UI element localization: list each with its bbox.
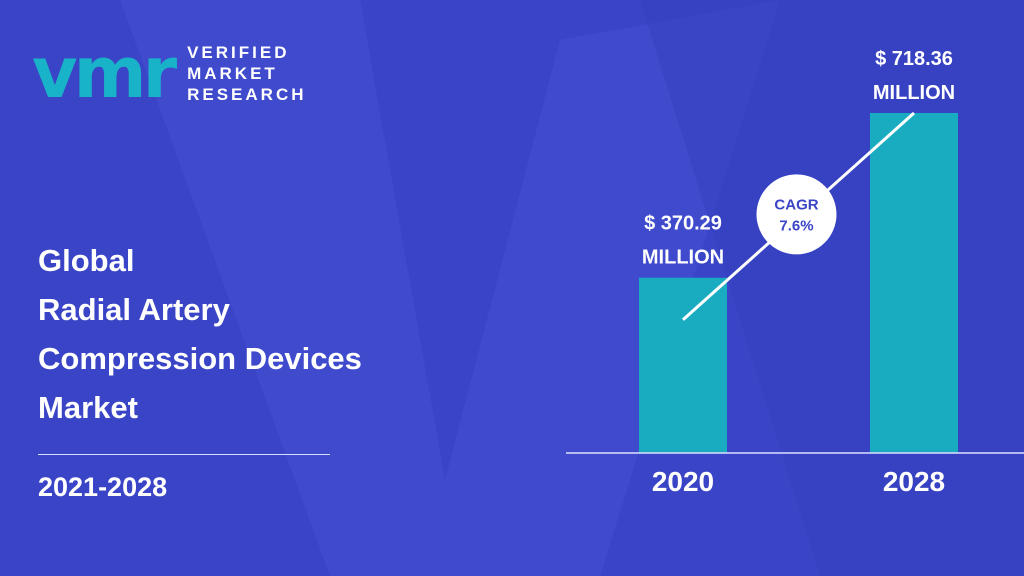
logo-mark: vmr [32,38,177,108]
cagr-badge [756,174,837,255]
title-line-4: Market [38,390,138,425]
title-divider [38,454,330,455]
x-tick-label-2020: 2020 [652,466,714,497]
report-title: Global Radial Artery Compression Devices… [38,236,362,432]
forecast-period: 2021-2028 [38,472,168,502]
bar-unit-label-2028: MILLION [873,82,955,104]
logo-mark-text: vmr [32,32,177,114]
cagr-value: 7.6% [779,217,813,234]
bar-value-label-2020: $ 370.29 [644,213,722,235]
logo-wordmark: VERIFIED MARKET RESEARCH [187,42,306,105]
logo-line-market: MARKET [187,63,278,83]
title-line-3: Compression Devices [38,341,362,376]
bar-2020 [639,277,727,453]
title-line-1: Global [38,243,135,278]
brand-logo: vmr VERIFIED MARKET RESEARCH [32,38,307,108]
logo-line-verified: VERIFIED [187,42,290,62]
bar-unit-label-2020: MILLION [642,247,724,269]
x-tick-label-2028: 2028 [883,466,945,497]
cagr-label: CAGR [774,196,818,213]
bar-value-label-2028: $ 718.36 [875,48,953,70]
logo-line-research: RESEARCH [187,84,307,104]
bar-2028 [870,113,958,453]
title-line-2: Radial Artery [38,292,230,327]
